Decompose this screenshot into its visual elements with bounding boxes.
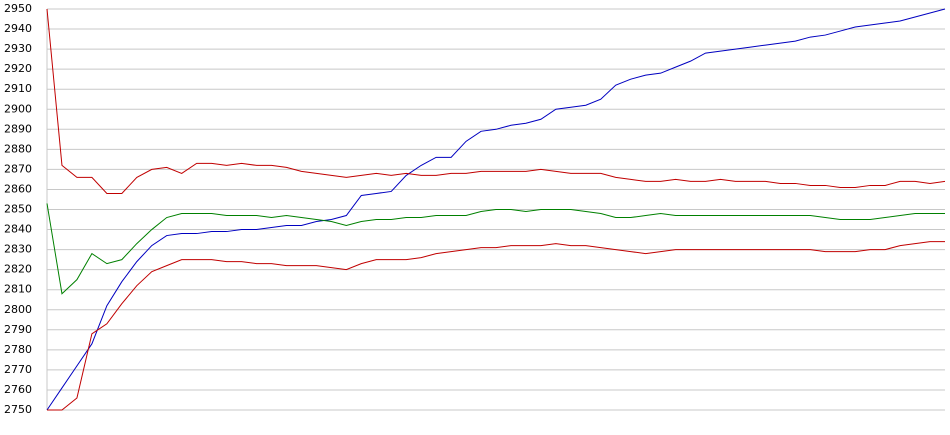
y-tick-label: 2840 — [4, 223, 32, 236]
y-tick-label: 2950 — [4, 2, 32, 15]
series-line — [46, 203, 945, 295]
y-tick-label: 2880 — [4, 142, 32, 155]
y-tick-label: 2890 — [4, 122, 32, 135]
y-tick-label: 2770 — [4, 363, 32, 376]
y-tick-label: 2940 — [4, 22, 32, 35]
series-line — [46, 8, 946, 411]
y-tick-label: 2790 — [4, 323, 32, 336]
y-tick-label: 2760 — [4, 383, 32, 396]
series-line — [46, 8, 946, 194]
y-tick-label: 2850 — [4, 203, 32, 216]
y-tick-label: 2920 — [4, 62, 32, 75]
y-tick-label: 2810 — [4, 283, 32, 296]
y-tick-label: 2870 — [4, 162, 32, 175]
y-tick-label: 2930 — [4, 42, 32, 55]
y-tick-label: 2780 — [4, 343, 32, 356]
y-tick-label: 2800 — [4, 303, 32, 316]
series-line — [47, 241, 945, 411]
y-tick-label: 2860 — [4, 182, 32, 195]
y-tick-label: 2830 — [4, 243, 32, 256]
y-tick-label: 2900 — [4, 102, 32, 115]
y-tick-label: 2750 — [4, 403, 32, 416]
y-tick-label: 2910 — [4, 82, 32, 95]
y-tick-label: 2820 — [4, 263, 32, 276]
